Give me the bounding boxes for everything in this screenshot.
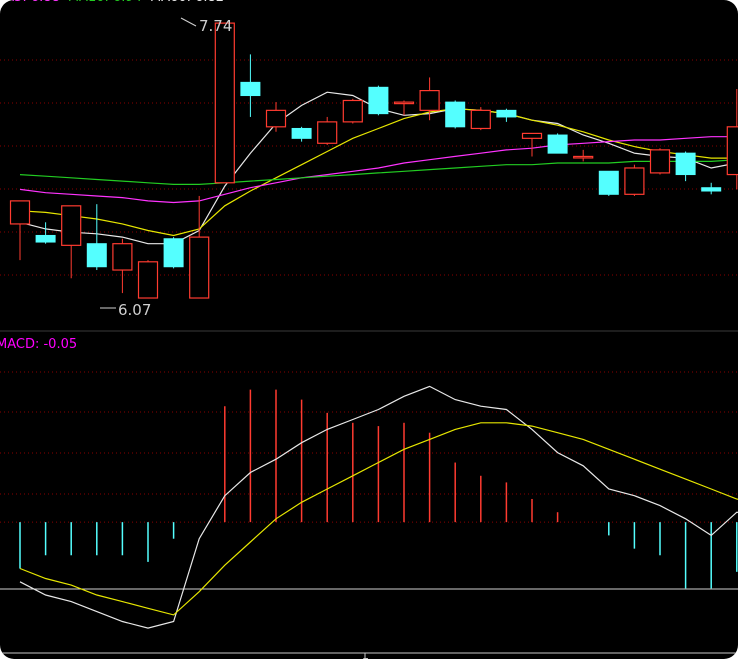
candle-body [214,22,235,184]
candle-body [624,167,645,195]
macd-legend: MACD: -0.05 [0,337,78,352]
up-candle [61,205,82,279]
low-price-label: 6.07 [118,301,151,319]
down-candle [675,151,696,182]
up-candle [521,132,543,157]
down-candle [701,182,722,195]
candle-body [137,261,159,299]
macd-histogram [19,389,738,589]
candle-body [573,155,594,159]
candle-body [35,234,56,243]
dif-line [19,385,738,629]
down-candle [163,237,184,269]
candle-body [521,132,543,139]
candle-body [342,99,363,123]
moving-averages [19,91,738,245]
down-candle [496,108,517,122]
candle-body [496,109,517,118]
macd-grid [0,371,738,590]
dea-line [19,422,738,616]
ma10-line [19,108,738,237]
up-candle [470,107,491,131]
up-candle [393,100,415,116]
ma60-line [19,159,738,185]
up-candle [573,149,594,162]
up-candle [317,116,338,145]
candle-body [547,134,568,154]
candle-body [701,187,722,192]
up-candle [342,98,363,124]
candle-body [419,89,440,111]
high-price-label: 7.74 [199,17,232,35]
ma-legend: MA5: 6.88 MA10: 6.94 MA60: 6.82 [0,0,232,6]
up-candle [726,88,738,190]
candle-body [163,238,184,268]
down-candle [598,170,619,196]
up-candle [214,22,235,184]
candle-body [112,243,133,271]
up-candle [649,148,671,175]
down-candle [35,222,56,244]
candle-body [726,126,738,176]
candles [9,22,738,299]
candle-body [240,81,261,97]
ma-legend-item: MA60: 6.82 [150,0,224,5]
up-candle [189,195,210,299]
candle-body [368,86,389,115]
up-candle [419,77,440,121]
candle-body [291,127,312,139]
high-arrow [180,17,197,27]
candle-body [86,243,107,268]
candle-body [445,101,466,128]
up-candle [265,102,287,132]
up-candle [9,200,31,261]
candle-body [265,109,287,128]
candle-body [598,170,619,195]
ma-legend-item: MA10: 6.94 [68,0,142,5]
up-candle [137,260,159,299]
candle-body [317,121,338,144]
up-candle [112,238,133,294]
down-candle [240,54,261,117]
ma20-line [19,136,738,204]
ma5-line [19,91,738,245]
candle-body [189,236,210,299]
candle-body [649,149,671,174]
down-candle [445,100,466,129]
macd-lines [19,385,738,629]
down-candle [291,126,312,142]
price-annotations: 7.74 6.07 [100,17,232,319]
down-candle [86,204,107,271]
ma-legend-item: MA5: 6.88 [0,0,60,5]
candle-body [61,205,82,246]
candle-body [393,101,415,105]
up-candle [624,164,645,196]
candle-body [470,109,491,130]
down-candle [547,133,568,154]
down-candle [368,85,389,116]
x-tick-label: 5 [362,656,370,659]
candle-body [9,200,31,225]
candle-body [675,152,696,176]
